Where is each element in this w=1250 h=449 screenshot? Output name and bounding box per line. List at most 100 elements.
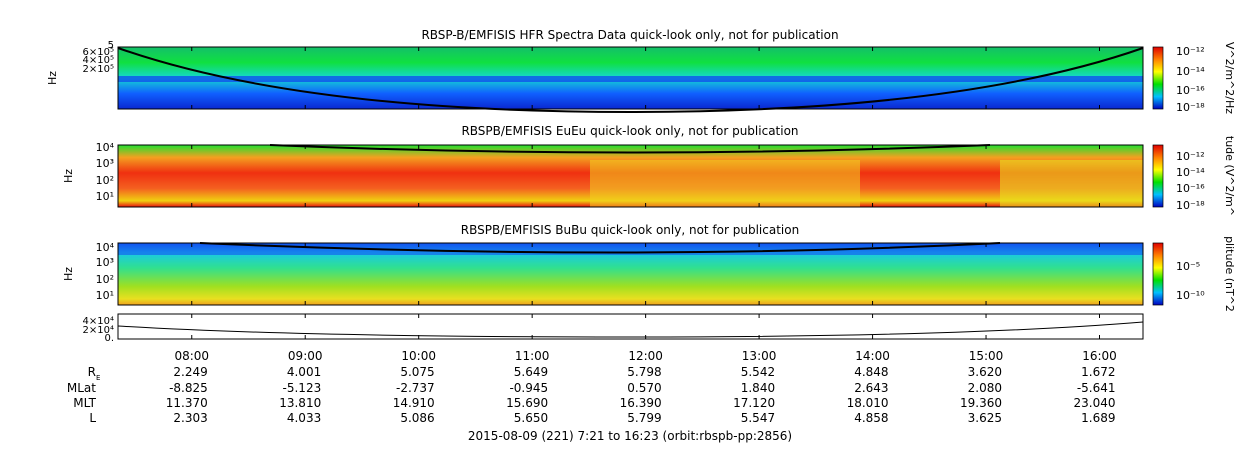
ephemeris-cell: 5.798 (627, 365, 661, 379)
ephemeris-row-label: R (88, 365, 96, 379)
ephemeris-cell: 19.360 (960, 396, 1002, 410)
panel-hfr-cbar-label: V^2/m^2/Hz (1223, 42, 1236, 114)
panel-ephemeris: 4×10⁴ 2×10⁴ 0. (83, 313, 1144, 344)
panel-ephemeris-ytick: 2×10⁴ (83, 325, 114, 336)
x-axis-title: 2015-08-09 (221) 7:21 to 16:23 (orbit:rb… (468, 429, 792, 443)
panel-hfr-cyclotron-line (117, 47, 1144, 114)
ephemeris-cell: 5.086 (400, 411, 434, 425)
panel-bubu-overlay (118, 243, 1143, 255)
x-axis-ticks: 08:00 09:00 10:00 11:00 12:00 13:00 14:00 15:00… (174, 47, 1117, 363)
ephemeris-cell: -5.123 (283, 381, 322, 395)
ephemeris-cell: 1.840 (741, 381, 775, 395)
ephemeris-cell: 4.033 (287, 411, 321, 425)
ephemeris-cell: -8.825 (169, 381, 208, 395)
ephemeris-cell: 23.040 (1074, 396, 1116, 410)
panel-bubu-colorbar (1152, 242, 1164, 306)
panel-hfr-colorbar (1152, 46, 1164, 110)
panel-eueu-cyclotron-line (269, 144, 991, 154)
x-tick-label: 14:00 (855, 349, 890, 363)
panel-ephemeris-ytick: 4×10⁴ (83, 316, 114, 327)
x-tick-label: 08:00 (174, 349, 209, 363)
panel-bubu-title: RBSPB/EMFISIS BuBu quick-look only, not … (461, 223, 799, 237)
panel-eueu-overlay (1000, 160, 1143, 207)
panel-hfr-cbar-tick: 10⁻¹⁸ (1176, 101, 1205, 114)
ephemeris-cell: 5.075 (400, 365, 434, 379)
panel-eueu-cbar-tick: 10⁻¹⁸ (1176, 199, 1205, 212)
ephemeris-cell: 16.390 (620, 396, 662, 410)
ephemeris-cell: 5.799 (627, 411, 661, 425)
panel-eueu-cbar-tick: 10⁻¹⁶ (1176, 182, 1205, 195)
ephemeris-cell: 2.643 (854, 381, 888, 395)
panel-hfr-cbar-tick: 10⁻¹⁶ (1176, 84, 1205, 97)
panel-bubu-cbar-label: plitude (nT^2 (1223, 236, 1236, 312)
panel-hfr-ylabel: Hz (46, 71, 59, 85)
panel-bubu-ytick: 10¹ (96, 289, 114, 302)
x-tick-label: 12:00 (628, 349, 663, 363)
panel-eueu-ytick: 10³ (96, 157, 114, 170)
ephemeris-cell: 18.010 (847, 396, 889, 410)
panel-eueu-title: RBSPB/EMFISIS EuEu quick-look only, not … (461, 124, 798, 138)
ephemeris-cell: 1.672 (1081, 365, 1115, 379)
ephemeris-r-subscript: E (96, 374, 100, 382)
panel-ephemeris-frame (117, 313, 1144, 340)
panel-bubu-ytick: 10³ (96, 256, 114, 269)
panel-bubu-cyclotron-line (199, 242, 1001, 254)
panel-hfr-ytick: 4×10⁵ (83, 55, 114, 66)
ephemeris-cell: 5.547 (741, 411, 775, 425)
panel-hfr: RBSP-B/EMFISIS HFR Spectra Data quick-lo… (46, 28, 1236, 114)
panel-eueu-ylabel: Hz (62, 169, 75, 183)
ephemeris-cell: 3.620 (968, 365, 1002, 379)
ephemeris-cell: 11.370 (166, 396, 208, 410)
panel-bubu-ytick: 10² (96, 273, 114, 286)
panel-hfr-ytick: 2×10⁵ (83, 64, 114, 75)
ephemeris-row-label: MLat (67, 381, 96, 395)
panel-ephemeris-ytick: 0. (104, 333, 114, 344)
x-tick-label: 13:00 (742, 349, 777, 363)
panel-ephemeris-line (117, 321, 1144, 338)
panel-bubu-cbar-tick: 10⁻¹⁰ (1176, 289, 1205, 302)
panel-hfr-cbar-tick: 10⁻¹² (1176, 45, 1205, 58)
ephemeris-cell: 14.910 (393, 396, 435, 410)
panel-hfr-band (118, 76, 1143, 82)
ephemeris-row-label: L (89, 411, 96, 425)
x-tick-label: 16:00 (1082, 349, 1117, 363)
ephemeris-cell: 2.080 (968, 381, 1002, 395)
panel-eueu-frame (117, 144, 1144, 208)
panel-hfr-cbar-tick: 10⁻¹⁴ (1176, 65, 1205, 78)
ephemeris-cell: -2.737 (396, 381, 435, 395)
ephemeris-cell: 5.649 (514, 365, 548, 379)
x-tick-label: 11:00 (515, 349, 550, 363)
panel-bubu: RBSPB/EMFISIS BuBu quick-look only, not … (62, 223, 1236, 312)
ephemeris-cell: 4.858 (854, 411, 888, 425)
panel-eueu-cbar-tick: 10⁻¹⁴ (1176, 166, 1205, 179)
panel-hfr-title: RBSP-B/EMFISIS HFR Spectra Data quick-lo… (421, 28, 838, 42)
x-tick-label: 09:00 (288, 349, 323, 363)
ephemeris-cell: 4.001 (287, 365, 321, 379)
panel-eueu-ytick: 10⁴ (96, 141, 115, 154)
ephemeris-cell: 5.650 (514, 411, 548, 425)
panel-bubu-frame (117, 242, 1144, 306)
ephemeris-cell: 2.303 (173, 411, 207, 425)
panel-hfr-ytick-extra: 5 (108, 40, 114, 51)
panel-eueu-colorbar (1152, 144, 1164, 208)
ephemeris-cell: 13.810 (279, 396, 321, 410)
panel-eueu-cbar-tick: 10⁻¹² (1176, 150, 1205, 163)
ephemeris-cell: 15.690 (506, 396, 548, 410)
panel-eueu-ytick: 10² (96, 174, 114, 187)
ephemeris-cell: -5.641 (1077, 381, 1116, 395)
panel-bubu-ytick: 10⁴ (96, 241, 115, 254)
panel-hfr-frame (117, 46, 1144, 110)
panel-hfr-ytick: 6×10⁵ (83, 47, 114, 58)
x-tick-label: 10:00 (401, 349, 436, 363)
ephemeris-cell: 4.848 (854, 365, 888, 379)
ephemeris-table: R E 2.249 4.001 5.075 5.649 5.798 5.542 4.848 3.6… (67, 365, 1116, 425)
panel-eueu: RBSPB/EMFISIS EuEu quick-look only, not … (62, 124, 1236, 216)
ephemeris-cell: 3.625 (968, 411, 1002, 425)
ephemeris-cell: 1.689 (1081, 411, 1115, 425)
ephemeris-cell: 5.542 (741, 365, 775, 379)
ephemeris-cell: 17.120 (733, 396, 775, 410)
x-tick-label: 15:00 (969, 349, 1004, 363)
panel-bubu-ylabel: Hz (62, 267, 75, 281)
ephemeris-cell: -0.945 (509, 381, 548, 395)
